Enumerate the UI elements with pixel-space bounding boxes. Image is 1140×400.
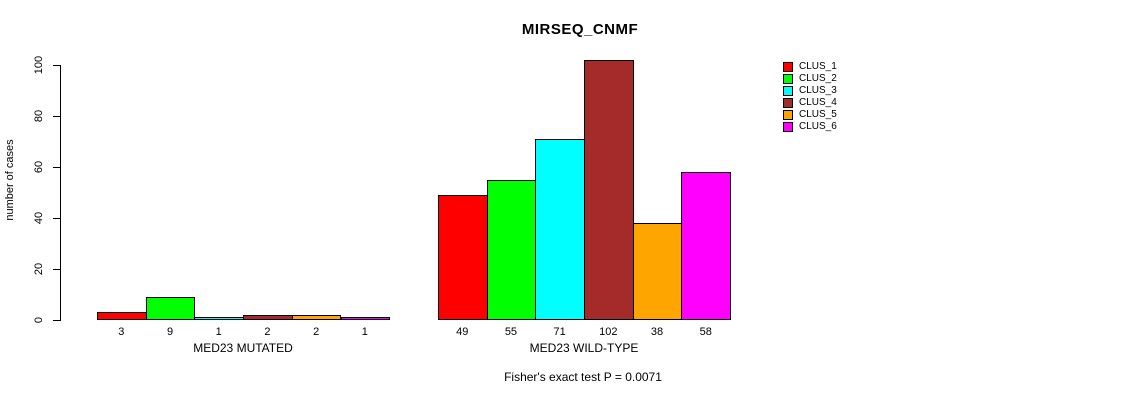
legend-swatch-icon xyxy=(783,86,793,96)
legend-label: CLUS_2 xyxy=(799,73,837,84)
y-tick-label: 60 xyxy=(33,160,45,174)
y-tick-label: 100 xyxy=(33,55,45,75)
bar-value-label: 3 xyxy=(118,326,125,338)
legend-swatch-icon xyxy=(783,62,793,72)
legend-label: CLUS_6 xyxy=(799,121,837,132)
bar-clus_2 xyxy=(145,297,196,320)
y-tick-label: 40 xyxy=(33,211,45,225)
bar-value-label: 71 xyxy=(553,326,566,338)
bar-clus_6 xyxy=(340,317,391,320)
y-tick xyxy=(53,65,60,66)
group-label-mutated: MED23 MUTATED xyxy=(193,341,293,355)
legend-label: CLUS_4 xyxy=(799,97,837,108)
bar-value-label: 102 xyxy=(599,326,618,338)
legend-swatch-icon xyxy=(783,74,793,84)
bar-clus_5 xyxy=(632,223,683,320)
y-tick xyxy=(53,320,60,321)
bar-clus_1 xyxy=(437,195,488,320)
fisher-test-note: Fisher's exact test P = 0.0071 xyxy=(504,370,662,384)
bar-clus_4 xyxy=(243,315,293,320)
bar-clus_4 xyxy=(584,60,634,320)
bar-clus_3 xyxy=(535,139,585,320)
bar-value-label: 58 xyxy=(699,326,712,338)
group-label-wildtype: MED23 WILD-TYPE xyxy=(529,341,639,355)
bar-clus_2 xyxy=(486,180,537,320)
y-tick xyxy=(53,167,60,168)
y-tick-label: 20 xyxy=(33,262,45,276)
y-tick xyxy=(53,218,60,219)
legend-label: CLUS_5 xyxy=(799,109,837,120)
y-tick xyxy=(53,269,60,270)
y-tick-label: 80 xyxy=(33,109,45,123)
legend-row: CLUS_1 xyxy=(783,62,837,72)
bar-value-label: 9 xyxy=(166,326,174,338)
bar-value-label: 1 xyxy=(215,326,222,338)
y-axis-line xyxy=(60,65,61,321)
legend-swatch-icon xyxy=(783,98,793,108)
legend-row: CLUS_3 xyxy=(783,86,837,96)
bar-clus_1 xyxy=(97,312,147,320)
bar-value-label: 38 xyxy=(650,326,664,338)
chart-title: MIRSEQ_CNMF xyxy=(521,21,639,38)
bar-value-label: 49 xyxy=(456,326,469,338)
bar-value-label: 55 xyxy=(504,326,518,338)
legend-swatch-icon xyxy=(783,110,793,120)
y-tick xyxy=(53,116,60,117)
bar-clus_5 xyxy=(291,315,342,320)
bar-value-label: 2 xyxy=(313,326,320,338)
legend-label: CLUS_1 xyxy=(799,61,837,72)
legend: CLUS_1 CLUS_2 CLUS_3 CLUS_4 CLUS_5 CLUS_6 xyxy=(783,62,837,134)
y-tick-label: 0 xyxy=(33,316,45,324)
bar-value-label: 2 xyxy=(264,326,271,338)
legend-row: CLUS_6 xyxy=(783,122,837,132)
legend-row: CLUS_4 xyxy=(783,98,837,108)
y-axis-label: number of cases xyxy=(4,139,16,221)
legend-label: CLUS_3 xyxy=(799,85,837,96)
bar-clus_3 xyxy=(194,317,245,320)
legend-row: CLUS_5 xyxy=(783,110,837,120)
bar-value-label: 1 xyxy=(361,326,368,338)
legend-swatch-icon xyxy=(783,122,793,132)
legend-row: CLUS_2 xyxy=(783,74,837,84)
bar-clus_6 xyxy=(681,172,732,320)
